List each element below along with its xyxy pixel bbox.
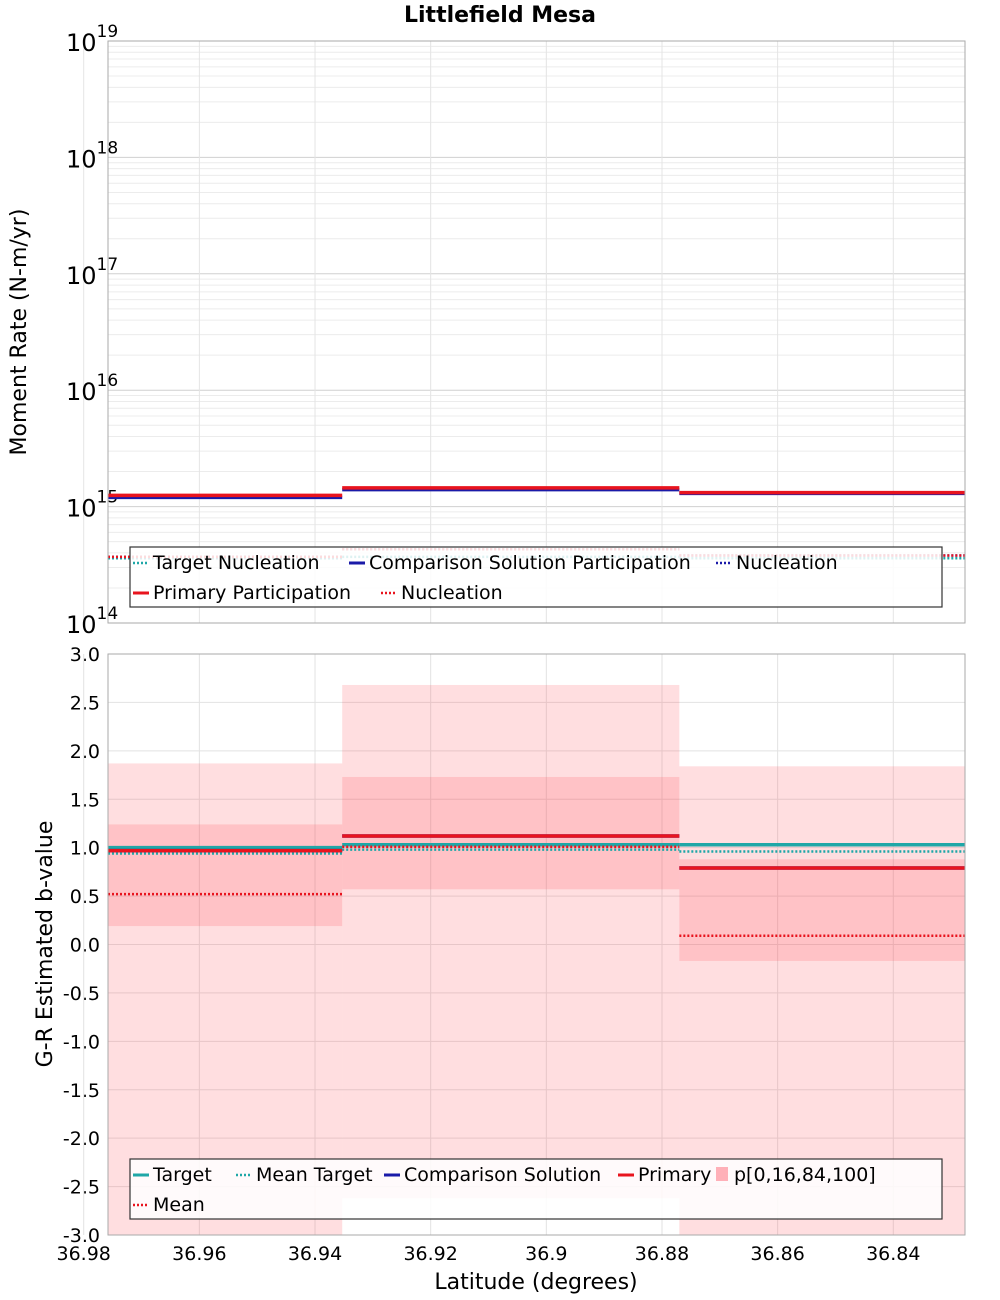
legend-label: p[0,16,84,100]: [734, 1164, 876, 1186]
y-tick-label: -2.0: [63, 1128, 100, 1150]
legend-label: Mean Target: [256, 1164, 373, 1186]
band-outer: [342, 684, 680, 1199]
band-outer: [108, 763, 343, 1235]
x-tick-label: 36.9: [525, 1243, 567, 1265]
y-tick-label: 1019: [66, 22, 118, 57]
y-tick-label: -1.5: [63, 1080, 100, 1102]
plot-frame: [107, 40, 966, 624]
legend-label: Target: [152, 1164, 212, 1186]
y-tick-label: 1.0: [70, 838, 100, 860]
x-tick-label: 36.94: [288, 1243, 342, 1265]
band-inner: [679, 859, 965, 961]
legend-label: Mean: [153, 1194, 205, 1216]
chart-title: Littlefield Mesa: [404, 3, 596, 28]
y-tick-label: 1015: [66, 488, 118, 523]
legend-label: Comparison Solution: [404, 1164, 601, 1186]
x-tick-label: 36.86: [750, 1243, 804, 1265]
legend-label: Primary: [638, 1164, 711, 1186]
top-y-axis-label: Moment Rate (N-m/yr): [7, 209, 32, 456]
legend-label: Nucleation: [736, 552, 838, 574]
y-tick-label: 2.0: [70, 741, 100, 763]
plot-frame: [107, 653, 966, 1236]
legend-box: [129, 546, 943, 608]
bottom-y-axis-label: G-R Estimated b-value: [33, 821, 58, 1068]
y-tick-label: -1.0: [63, 1031, 100, 1053]
y-tick-label: 0.0: [70, 935, 100, 957]
legend-label: Nucleation: [401, 582, 503, 604]
band-inner: [342, 776, 680, 890]
y-tick-label: 1.5: [70, 789, 100, 811]
y-tick-label: 0.5: [70, 886, 100, 908]
y-tick-label: 1016: [66, 371, 118, 406]
y-tick-label: 1018: [66, 138, 118, 173]
y-tick-label: -2.5: [63, 1177, 100, 1199]
legend-label: Comparison Solution Participation: [369, 552, 691, 574]
y-tick-label: 3.0: [70, 644, 100, 666]
legend-label: Primary Participation: [153, 582, 351, 604]
x-tick-label: 36.84: [866, 1243, 920, 1265]
x-tick-label: 36.92: [403, 1243, 457, 1265]
legend-label: Target Nucleation: [152, 552, 320, 574]
y-tick-label: -0.5: [63, 983, 100, 1005]
x-axis-label: Latitude (degrees): [434, 1270, 637, 1295]
band-inner: [108, 824, 343, 927]
y-tick-label: 1014: [66, 604, 118, 639]
b-value-panel: -3.0 -2.5 -2.0 -1.5 -1.0 -0.5 0.0 0.5 1.0 1.5 2.0 2…: [57, 644, 966, 1265]
legend-box: [129, 1158, 943, 1220]
plot-area: [108, 41, 965, 623]
x-tick-label: 36.98: [57, 1243, 111, 1265]
x-tick-label: 36.88: [635, 1243, 689, 1265]
legend-swatch: [716, 1167, 728, 1181]
x-tick-label: 36.96: [172, 1243, 226, 1265]
y-tick-label: 1017: [66, 255, 118, 290]
y-tick-label: 2.5: [70, 692, 100, 714]
moment-rate-panel: 1014 1015 1016 1017 1018 1019 Target Nucleatio…: [66, 22, 966, 639]
y-tick-label: -3.0: [63, 1225, 100, 1247]
